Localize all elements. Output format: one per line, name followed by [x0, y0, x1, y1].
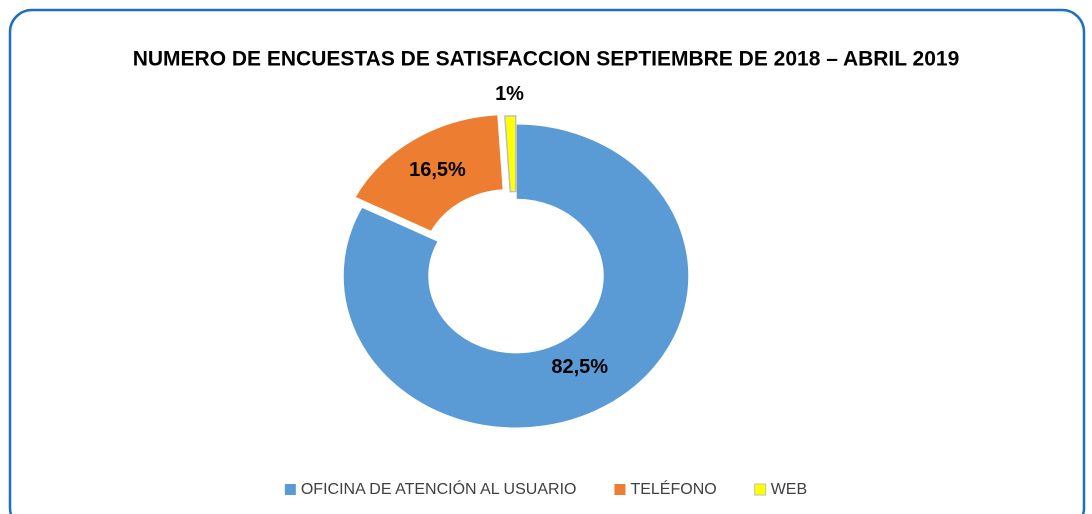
donut-slice [343, 124, 689, 428]
chart-frame [8, 8, 1086, 514]
slice-group [505, 116, 516, 192]
data-label: 82,5% [551, 356, 608, 378]
legend: OFICINA DE ATENCIÓN AL USUARIO TELÉFONO WE… [284, 479, 807, 498]
legend-swatch [614, 484, 626, 495]
slice-group [355, 114, 504, 231]
donut-slice [355, 114, 504, 231]
chart-title: NUMERO DE ENCUESTAS DE SATISFACCION SEPT… [133, 48, 960, 71]
data-label: 16,5% [409, 159, 466, 181]
slice-group [343, 124, 689, 428]
legend-swatch [284, 484, 296, 495]
legend-label: WEB [771, 481, 807, 498]
legend-label: TELÉFONO [630, 479, 716, 498]
data-label: 1% [495, 83, 524, 105]
legend-label: OFICINA DE ATENCIÓN AL USUARIO [301, 479, 577, 498]
legend-swatch [754, 483, 767, 496]
donut-slice [505, 116, 516, 192]
